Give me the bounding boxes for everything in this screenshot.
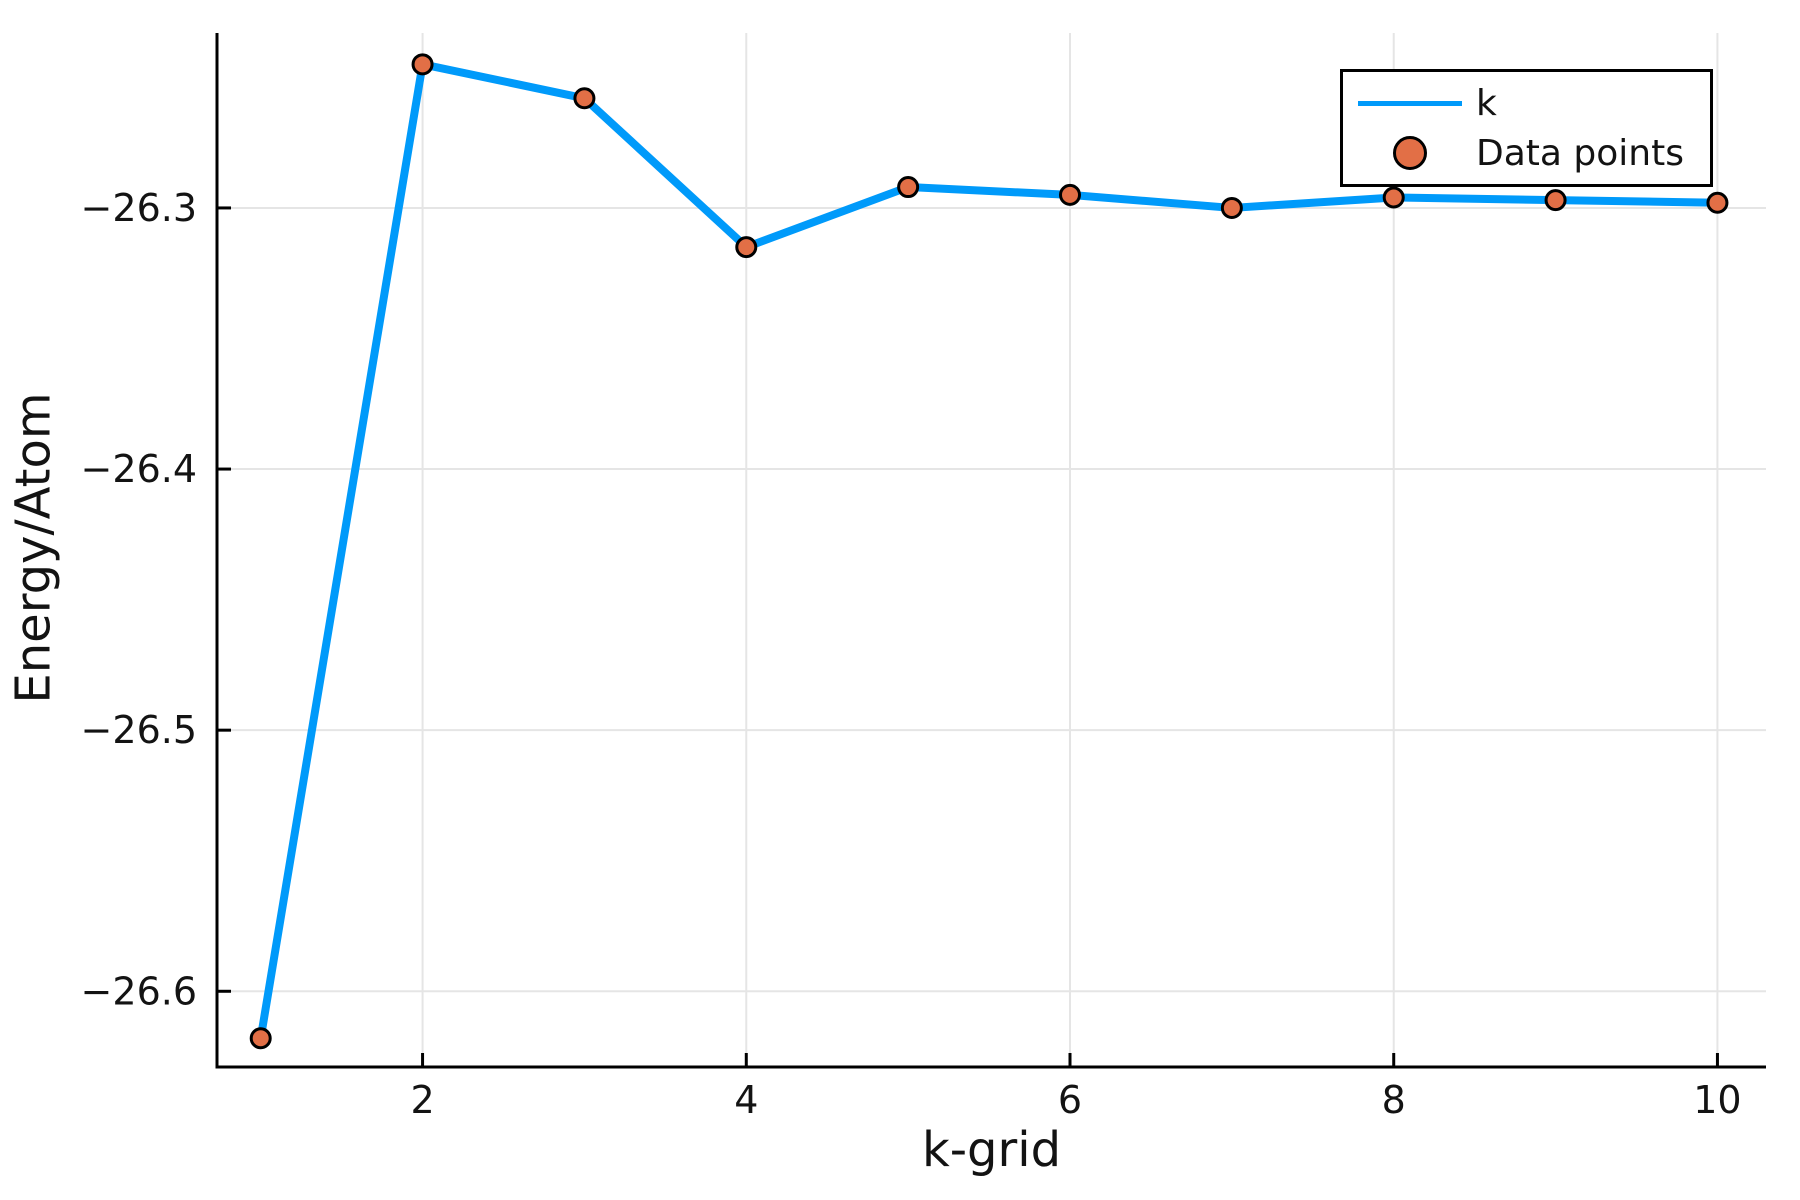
y-tick-label: −26.5 bbox=[81, 708, 197, 752]
data-point-marker bbox=[249, 1027, 272, 1050]
x-tick-label: 4 bbox=[734, 1078, 758, 1122]
data-point-marker bbox=[897, 176, 920, 199]
x-tick-label: 6 bbox=[1058, 1078, 1082, 1122]
x-axis-label: k-grid bbox=[921, 1122, 1062, 1178]
data-line bbox=[256, 60, 1722, 1043]
data-point-marker bbox=[573, 87, 596, 110]
y-tick-label: −26.6 bbox=[81, 969, 197, 1013]
x-tick-label: 8 bbox=[1382, 1078, 1406, 1122]
legend-item-label: k bbox=[1476, 82, 1497, 124]
legend-line-sample-icon bbox=[1358, 100, 1462, 106]
legend: k Data points bbox=[1340, 69, 1713, 187]
legend-item-line: k bbox=[1343, 82, 1710, 124]
legend-item-markers: Data points bbox=[1343, 132, 1710, 174]
data-point-marker bbox=[411, 53, 434, 76]
y-tick-label: −26.4 bbox=[81, 447, 197, 491]
legend-item-label: Data points bbox=[1476, 132, 1684, 174]
circle-marker-icon bbox=[1393, 136, 1427, 170]
line-swatch-icon bbox=[1358, 100, 1462, 106]
legend-marker-sample-icon bbox=[1358, 136, 1462, 170]
data-point-marker bbox=[1544, 189, 1567, 212]
data-point-marker bbox=[735, 236, 758, 259]
x-tick-label: 10 bbox=[1693, 1078, 1741, 1122]
y-axis-label: Energy/Atom bbox=[5, 392, 62, 704]
data-point-marker bbox=[1059, 183, 1082, 206]
data-point-marker bbox=[1382, 186, 1405, 209]
y-tick-label: −26.3 bbox=[81, 186, 197, 230]
data-point-marker bbox=[1220, 196, 1243, 219]
data-point-marker bbox=[1706, 191, 1729, 214]
x-tick-label: 2 bbox=[410, 1078, 434, 1122]
